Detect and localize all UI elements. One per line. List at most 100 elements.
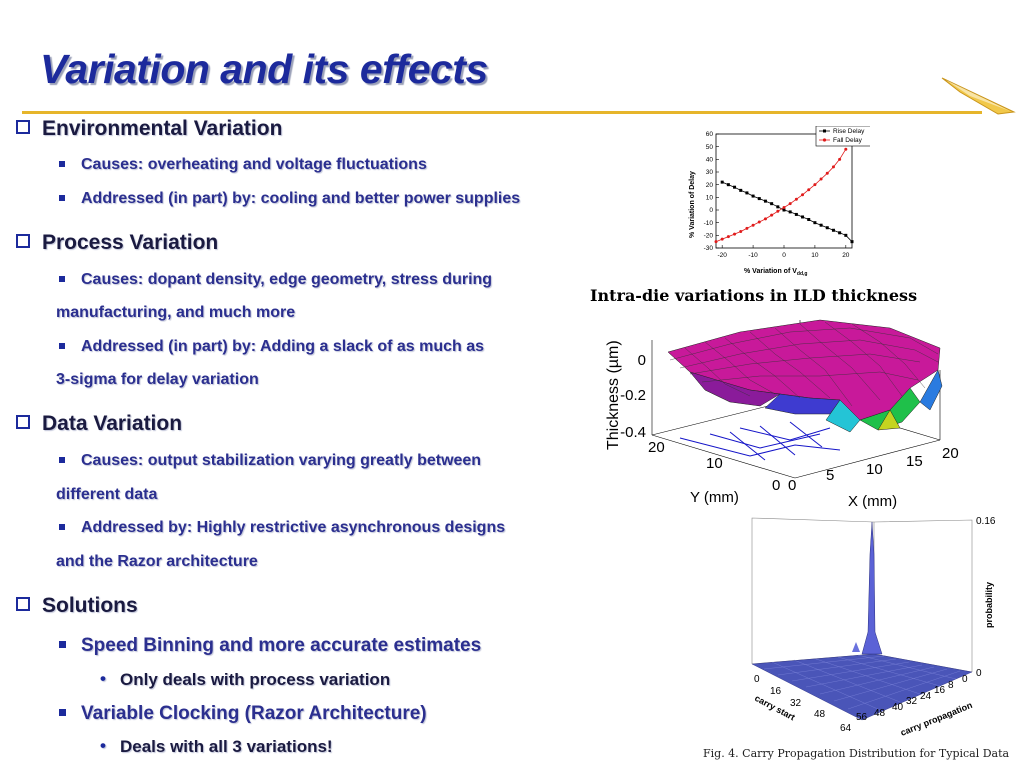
axis-box [751,517,973,673]
dot-bullet-icon: • [100,669,106,688]
slide-title: Variation and its effects [40,46,488,92]
rise-delay-point [776,205,780,209]
bullet-item: Speed Binning and more accurate estimate… [59,635,481,657]
rise-delay-point [844,233,848,237]
square-bullet-icon [59,161,65,167]
hollow-square-bullet-icon [16,415,30,429]
z-tick-2: -0.4 [620,424,646,441]
square-bullet-icon [59,524,65,530]
rise-delay-point [813,221,817,225]
rise-delay-point [801,215,805,219]
carry-start-tick: 32 [790,698,802,709]
x-tick-label: 10 [811,252,819,259]
fall-delay-point [831,165,835,169]
rise-delay-point [733,185,737,189]
rise-delay-point [726,183,730,187]
y-tick-label: 0 [709,207,713,214]
fall-delay-point [794,197,798,201]
sub-bullet-item: • Deals with all 3 variations! [100,736,333,756]
y-axis-label: % Variation of Delay [689,171,696,238]
x-tick-label: 20 [842,252,850,259]
square-bullet-icon [59,195,65,201]
series-line-0 [722,181,853,242]
z-axis-label: probability [984,582,994,628]
carry-figure-caption: Fig. 4. Carry Propagation Distribution f… [703,747,1010,760]
x-tick-10: 10 [866,461,883,478]
section-heading-solutions: Solutions [16,594,138,618]
fall-delay-point [726,235,730,239]
fall-delay-point [844,147,848,151]
dot-bullet-icon: • [100,736,106,755]
rise-delay-point [850,240,854,244]
hollow-square-bullet-icon [16,234,30,248]
rise-delay-point [770,202,774,206]
surface-projection [679,421,841,461]
fall-delay-point [763,217,767,221]
z-tick-top: 0.16 [976,516,996,527]
fall-delay-point [751,223,755,227]
surface-mesh [667,319,943,433]
carry-prop-tick: 24 [920,691,932,702]
series-line-1 [715,148,847,243]
rise-delay-point [763,199,767,203]
fall-delay-point [801,193,805,197]
legend-fall-delay: Fall Delay [833,137,863,144]
fall-delay-point [745,226,749,230]
x-tick-5: 5 [826,467,834,484]
y-tick-label: 50 [706,144,714,151]
fall-delay-point [819,177,823,181]
carry-prop-tick: 16 [934,685,946,696]
x-tick-label: -20 [717,252,727,259]
hollow-square-bullet-icon [16,597,30,611]
square-bullet-icon [59,276,65,282]
fall-delay-point [714,240,718,244]
carry-prop-tick: 48 [874,708,886,719]
ild-thickness-surface-plot: 0 -0.2 -0.4 Thickness (µm) 20 10 0 0 5 1… [605,319,959,510]
z-tick-bottom: 0 [976,668,982,679]
square-bullet-icon [59,709,66,716]
y-axis-label: Y (mm) [690,489,739,506]
rise-delay-point [807,218,811,221]
y-tick-10: 10 [706,455,723,472]
fall-delay-point [813,183,817,187]
section-heading-environmental: Environmental Variation [16,117,282,141]
rise-delay-point [788,210,792,214]
square-bullet-icon [59,641,66,648]
fall-delay-point [776,209,780,213]
fall-delay-point [733,232,737,236]
y-tick-label: 20 [706,182,714,189]
rise-delay-point [825,226,829,230]
section-heading-process: Process Variation [16,231,218,255]
fall-delay-point [739,230,743,234]
sub-bullet-item: • Only deals with process variation [100,669,391,689]
x-tick-label: 0 [782,252,786,259]
fall-delay-point [757,220,761,224]
carry-start-tick: 0 [754,674,760,685]
carry-propagation-plot: 0.16 0 probability 0 16 32 48 64 carry s… [751,516,996,738]
fall-delay-point [770,213,774,217]
section-heading-data: Data Variation [16,412,182,436]
fall-delay-point [807,188,811,192]
legend-rise-delay: Rise Delay [833,128,865,135]
bullet-item-continuation: 3-sigma for delay variation [56,371,259,388]
bullet-item-continuation: different data [56,486,158,503]
y-tick-label: -10 [704,220,714,227]
carry-prop-tick: 8 [948,680,954,691]
rise-delay-point [782,208,786,212]
rise-delay-point [745,191,749,195]
corner-arrow-decoration [941,77,1016,115]
rise-delay-point [751,194,755,198]
x-tick-20: 20 [942,445,959,462]
fall-delay-point [838,157,842,161]
x-tick-15: 15 [906,453,923,470]
square-bullet-icon [59,343,65,349]
x-tick-0: 0 [788,477,796,494]
rise-delay-point [838,231,842,235]
bullet-item-continuation: manufacturing, and much more [56,304,296,321]
x-axis-label: % Variation of Vdd,g [744,268,807,277]
square-bullet-icon [59,457,65,463]
y-tick-label: -20 [704,233,714,240]
bullet-list: Environmental Variation Causes: overheat… [16,117,520,756]
bullet-item: Addressed by: Highly restrictive asynchr… [59,519,505,537]
